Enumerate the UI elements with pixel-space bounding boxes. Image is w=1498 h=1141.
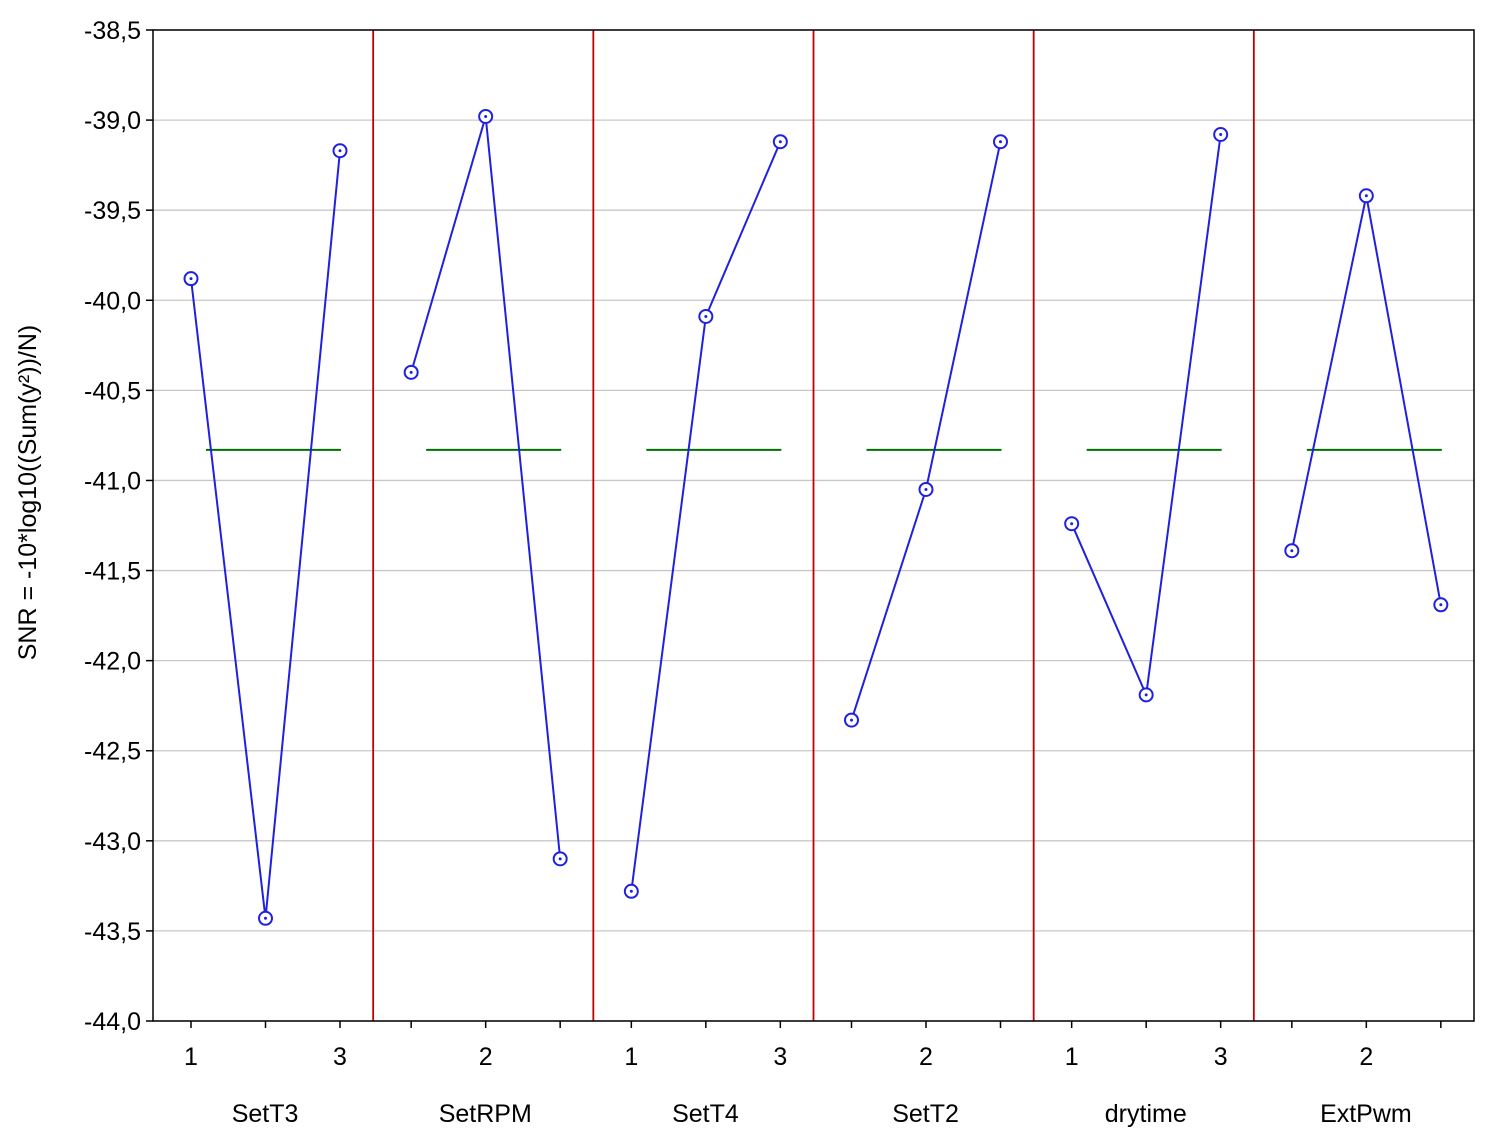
- factor-label-ExtPwm: ExtPwm: [1320, 1100, 1412, 1128]
- plot-frame: [152, 29, 1475, 1022]
- series-line-drytime: [1070, 134, 1222, 699]
- data-point-center: [704, 314, 708, 318]
- series-line-SetT4: [630, 141, 782, 892]
- data-point-center: [1219, 133, 1223, 137]
- data-point-center: [924, 487, 928, 491]
- y-axis-ticks: -38,5 -39,0 -39,5 -40,0 -40,5 -41,0 -41,5 -42,0…: [84, 17, 153, 1036]
- series-layer: [183, 108, 1449, 926]
- data-point-center: [850, 718, 853, 722]
- y-axis-label: SNR = -10*log10((Sum(y²))/N): [14, 325, 42, 661]
- data-point-center: [338, 149, 342, 153]
- factor-label-SetT3: SetT3: [232, 1100, 299, 1128]
- y-tick-label: -43,0: [84, 828, 141, 856]
- factor-label-drytime: drytime: [1105, 1100, 1187, 1128]
- data-point-center: [189, 277, 193, 281]
- series-line-SetT2: [850, 141, 1002, 721]
- data-point-center: [1439, 603, 1443, 607]
- x-tick-label: 3: [333, 1043, 347, 1071]
- y-tick-label: -44,0: [84, 1008, 141, 1036]
- series-line-ExtPwm: [1290, 195, 1442, 605]
- y-tick-label: -41,0: [84, 467, 141, 495]
- data-point-center: [999, 140, 1002, 144]
- data-point-center: [1144, 693, 1148, 697]
- data-point-center: [558, 857, 562, 861]
- data-point-center: [264, 916, 267, 920]
- x-tick-label: 2: [1359, 1043, 1373, 1071]
- x-tick-label: 2: [479, 1043, 493, 1071]
- data-point-center: [1070, 522, 1074, 526]
- x-tick-label: 3: [773, 1043, 787, 1071]
- data-point-center: [1290, 549, 1294, 553]
- x-tick-label: 1: [624, 1043, 638, 1071]
- factor-label-SetT4: SetT4: [672, 1100, 739, 1128]
- data-point-center: [778, 140, 782, 144]
- y-tick-label: -39,0: [84, 107, 141, 135]
- data-point-center: [629, 889, 633, 893]
- x-tick-label: 2: [919, 1043, 933, 1071]
- data-point-center: [1364, 194, 1368, 198]
- y-tick-label: -42,5: [84, 738, 141, 766]
- factor-separators: [372, 30, 1255, 1021]
- y-tick-label: -42,0: [84, 648, 141, 676]
- data-point-center: [409, 370, 413, 374]
- y-tick-label: -39,5: [84, 197, 141, 225]
- y-tick-label: -41,5: [84, 558, 141, 586]
- series-line-SetT3: [190, 150, 341, 919]
- y-tick-label: -38,5: [84, 17, 141, 45]
- x-axis-ticks: 1 3 2 1 3 2 1 3 2: [184, 1021, 1442, 1071]
- y-tick-label: -40,0: [84, 287, 141, 315]
- data-point-center: [484, 114, 488, 118]
- y-tick-label: -40,5: [84, 377, 141, 405]
- factor-labels: SetT3 SetRPM SetT4 SetT2 drytime ExtPwm: [232, 1100, 1412, 1128]
- y-tick-label: -43,5: [84, 918, 141, 946]
- x-tick-label: 1: [1065, 1043, 1079, 1071]
- x-tick-label: 3: [1214, 1043, 1228, 1071]
- x-tick-label: 1: [184, 1043, 198, 1071]
- factor-label-SetRPM: SetRPM: [439, 1100, 532, 1128]
- series-line-SetRPM: [410, 116, 562, 859]
- factor-label-SetT2: SetT2: [892, 1100, 959, 1128]
